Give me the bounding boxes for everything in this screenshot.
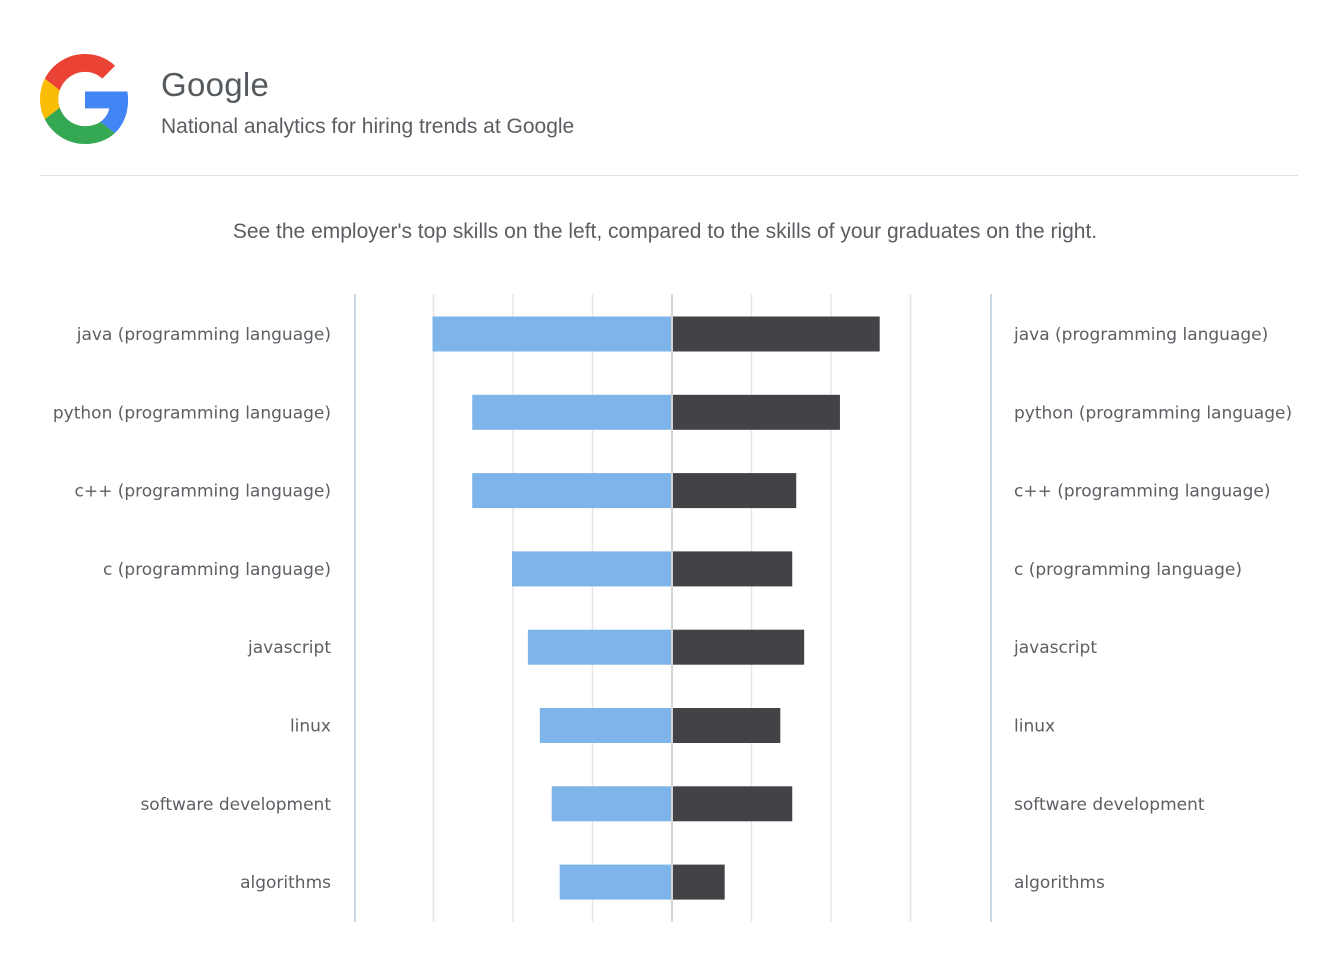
employer-bar: [512, 551, 671, 587]
company-name: Google: [161, 66, 270, 103]
graduates-bar: [673, 551, 793, 587]
employer-skill-label: c (programming language): [103, 560, 331, 580]
skills-comparison-chart: java (programming language) java (program…: [53, 294, 1292, 922]
graduates-skill-label: c (programming language): [1014, 560, 1242, 580]
employer-skill-label: java (programming language): [76, 325, 331, 345]
graduates-bar: [673, 864, 725, 900]
graduates-skill-label: javascript: [1013, 638, 1097, 658]
graduates-bar: [673, 394, 840, 430]
employer-bar: [472, 473, 671, 509]
employer-bar: [551, 786, 671, 822]
graduates-bar: [673, 473, 797, 509]
graduates-skill-label: java (programming language): [1013, 325, 1268, 345]
graduates-skill-label: linux: [1014, 717, 1055, 737]
graduates-bar: [673, 316, 880, 352]
graduates-skill-label: c++ (programming language): [1014, 482, 1270, 502]
employer-skill-label: python (programming language): [53, 403, 331, 423]
graduates-skill-label: software development: [1014, 795, 1205, 815]
graduates-bar: [673, 708, 781, 743]
graduates-bar: [673, 786, 793, 822]
header-subtitle: National analytics for hiring trends at …: [161, 115, 575, 138]
graduates-skill-label: python (programming language): [1014, 403, 1292, 423]
graduates-bar: [673, 629, 805, 665]
employer-skill-label: javascript: [247, 638, 331, 658]
employer-bar: [527, 629, 671, 665]
employer-skill-label: linux: [290, 717, 331, 737]
graduates-skill-label: algorithms: [1014, 873, 1105, 893]
employer-skill-label: software development: [140, 795, 331, 815]
employer-skill-label: c++ (programming language): [75, 482, 331, 502]
employer-header: Google National analytics for hiring tre…: [0, 0, 1328, 176]
header-divider: [40, 175, 1298, 176]
google-g-logo-icon: [40, 54, 129, 144]
employer-skill-label: algorithms: [240, 873, 331, 893]
employer-bar: [559, 864, 671, 900]
employer-bar: [432, 316, 671, 352]
employer-bar: [539, 708, 671, 743]
employer-bar: [472, 394, 671, 430]
chart-instructions: See the employer's top skills on the lef…: [232, 220, 1098, 243]
